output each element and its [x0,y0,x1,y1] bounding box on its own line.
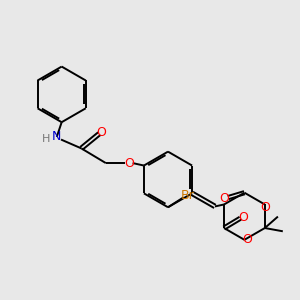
Text: O: O [124,157,134,169]
Text: O: O [260,201,270,214]
Text: O: O [238,211,248,224]
Text: H: H [42,134,50,143]
Text: O: O [97,125,106,139]
Text: N: N [52,130,62,143]
Text: O: O [242,233,252,246]
Text: O: O [219,192,229,205]
Text: Br: Br [181,189,194,202]
